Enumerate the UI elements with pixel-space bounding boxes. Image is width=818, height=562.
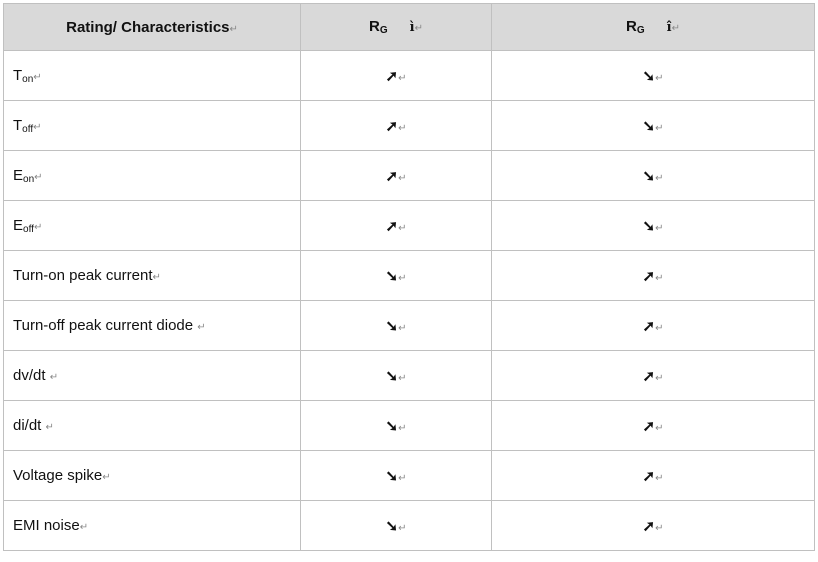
rg-increase-cell: ➘↵ [300, 300, 492, 351]
table-row: Turn-off peak current diode ↵ ➘↵ ➚↵ [3, 300, 815, 351]
rg-decrease-cell: ➚↵ [491, 350, 815, 401]
characteristic-cell: Toff↵ [3, 100, 301, 151]
arrow-up-icon: ➚ [385, 67, 399, 85]
header-rg-increase: RG ì↵ [300, 3, 492, 51]
arrow-down-icon: ➘ [642, 117, 656, 135]
arrow-down-icon: ➘ [642, 67, 656, 85]
rg-decrease-cell: ➚↵ [491, 500, 815, 551]
table-row: Eon↵ ➚↵ ➘↵ [3, 150, 815, 201]
table-row: dv/dt ↵ ➘↵ ➚↵ [3, 350, 815, 401]
characteristic-cell: dv/dt ↵ [3, 350, 301, 401]
rg-increase-cell: ➘↵ [300, 500, 492, 551]
arrow-down-icon: ➘ [385, 317, 399, 335]
rg-decrease-cell: ➚↵ [491, 250, 815, 301]
rg-increase-cell: ➘↵ [300, 250, 492, 301]
rg-increase-cell: ➚↵ [300, 200, 492, 251]
arrow-up-icon: ➚ [385, 217, 399, 235]
arrow-down-icon: ➘ [642, 167, 656, 185]
arrow-up-icon: ➚ [642, 317, 656, 335]
table-row: di/dt ↵ ➘↵ ➚↵ [3, 400, 815, 451]
characteristic-cell: EMI noise↵ [3, 500, 301, 551]
rg-increase-cell: ➘↵ [300, 450, 492, 501]
arrow-up-icon: ➚ [385, 167, 399, 185]
rg-effects-table: Rating/ Characteristics↵ RG ì↵ RG î↵ Ton↵ … [3, 3, 815, 551]
table-row: Voltage spike↵ ➘↵ ➚↵ [3, 450, 815, 501]
rg-decrease-cell: ➘↵ [491, 50, 815, 101]
header-rating: Rating/ Characteristics↵ [3, 3, 301, 51]
characteristic-cell: Turn-on peak current↵ [3, 250, 301, 301]
rg-decrease-cell: ➚↵ [491, 450, 815, 501]
characteristic-cell: Eoff↵ [3, 200, 301, 251]
rg-increase-cell: ➚↵ [300, 50, 492, 101]
arrow-up-icon: ➚ [385, 117, 399, 135]
arrow-down-icon: ➘ [385, 267, 399, 285]
rg-increase-cell: ➚↵ [300, 150, 492, 201]
table-row: Eoff↵ ➚↵ ➘↵ [3, 200, 815, 251]
characteristic-cell: Ton↵ [3, 50, 301, 101]
arrow-down-icon: ➘ [385, 417, 399, 435]
characteristic-cell: Voltage spike↵ [3, 450, 301, 501]
rg-decrease-cell: ➘↵ [491, 100, 815, 151]
arrow-down-icon: ➘ [385, 367, 399, 385]
arrow-down-icon: ➘ [642, 217, 656, 235]
arrow-down-icon: ➘ [385, 517, 399, 535]
rg-increase-cell: ➚↵ [300, 100, 492, 151]
rg-decrease-cell: ➚↵ [491, 300, 815, 351]
rg-decrease-cell: ➚↵ [491, 400, 815, 451]
arrow-up-icon: ➚ [642, 417, 656, 435]
characteristic-cell: Turn-off peak current diode ↵ [3, 300, 301, 351]
arrow-up-icon: ➚ [642, 517, 656, 535]
rg-decrease-cell: ➘↵ [491, 200, 815, 251]
header-rg-decrease: RG î↵ [491, 3, 815, 51]
arrow-up-icon: ➚ [642, 367, 656, 385]
table-row: Turn-on peak current↵ ➘↵ ➚↵ [3, 250, 815, 301]
characteristic-cell: di/dt ↵ [3, 400, 301, 451]
rg-decrease-cell: ➘↵ [491, 150, 815, 201]
rg-increase-cell: ➘↵ [300, 350, 492, 401]
table-row: Toff↵ ➚↵ ➘↵ [3, 100, 815, 151]
table-row: Ton↵ ➚↵ ➘↵ [3, 50, 815, 101]
table-row: EMI noise↵ ➘↵ ➚↵ [3, 500, 815, 551]
rg-increase-cell: ➘↵ [300, 400, 492, 451]
characteristic-cell: Eon↵ [3, 150, 301, 201]
arrow-up-icon: ➚ [642, 467, 656, 485]
arrow-up-icon: ➚ [642, 267, 656, 285]
header-row: Rating/ Characteristics↵ RG ì↵ RG î↵ [3, 3, 815, 51]
arrow-down-icon: ➘ [385, 467, 399, 485]
